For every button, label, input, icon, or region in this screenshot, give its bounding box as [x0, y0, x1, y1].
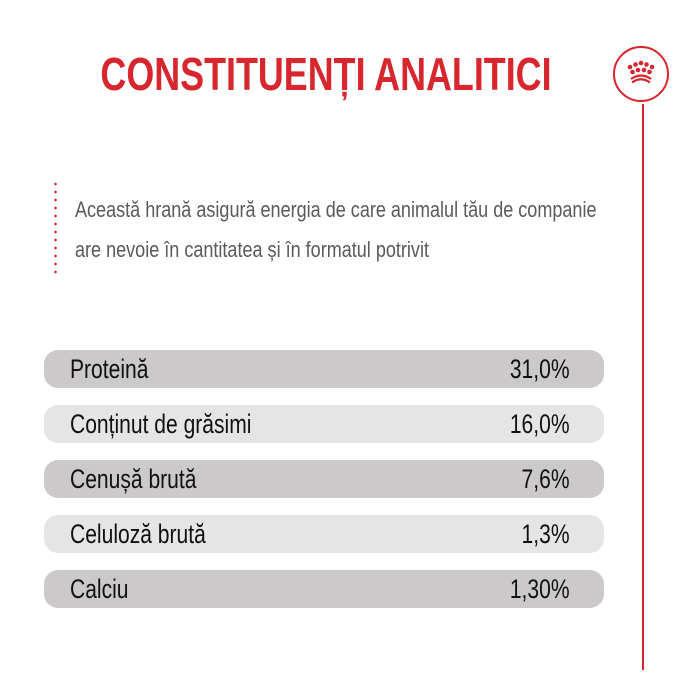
nutrient-row-fibre: Celuloză brută 1,3%	[44, 515, 604, 553]
nutrient-label: Celuloză brută	[70, 519, 206, 549]
nutrient-label: Cenușă brută	[70, 464, 197, 494]
page-title: CONSTITUENȚI ANALITICI	[100, 48, 552, 100]
intro-line-1: Această hrană asigură energia de care an…	[75, 197, 597, 222]
nutrient-value: 7,6%	[521, 464, 570, 494]
nutrient-row-ash: Cenușă brută 7,6%	[44, 460, 604, 498]
nutrient-row-protein: Proteină 31,0%	[44, 350, 604, 388]
nutrient-value: 1,3%	[521, 519, 570, 549]
nutrient-value: 16,0%	[510, 409, 570, 439]
nutrient-label: Calciu	[70, 574, 129, 604]
intro-line-2: are nevoie în cantitatea și în formatul …	[75, 237, 429, 262]
decorative-vertical-line	[642, 104, 644, 670]
nutrient-row-calcium: Calciu 1,30%	[44, 570, 604, 608]
nutrient-value: 31,0%	[510, 354, 570, 384]
dotted-divider	[54, 180, 57, 275]
nutrient-table: Proteină 31,0% Conținut de grăsimi 16,0%…	[44, 350, 604, 625]
crown-icon	[627, 60, 655, 84]
nutrient-label: Proteină	[70, 354, 149, 384]
nutrient-row-fat: Conținut de grăsimi 16,0%	[44, 405, 604, 443]
nutrient-value: 1,30%	[510, 574, 570, 604]
nutrient-label: Conținut de grăsimi	[70, 409, 252, 439]
brand-logo	[613, 46, 669, 102]
intro-text: Această hrană asigură energia de care an…	[75, 190, 597, 270]
